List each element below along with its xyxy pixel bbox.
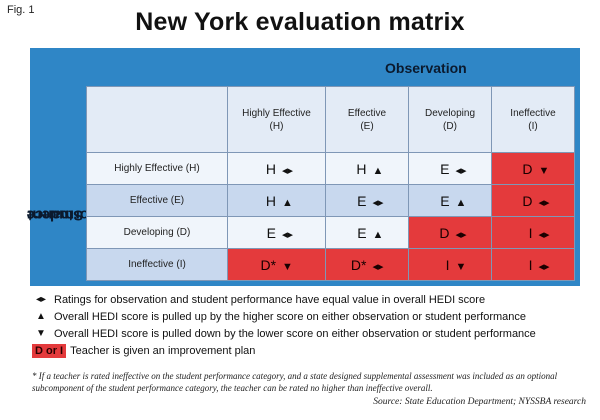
legend-text: Ratings for observation and student perf…	[54, 293, 486, 306]
rating-letter: E	[266, 224, 276, 241]
matrix-cell: H ▲	[227, 184, 326, 217]
matrix-cell: E ◂▸	[408, 152, 492, 185]
column-header-ineffective: Ineffective (I)	[491, 86, 575, 153]
source-credit: Source: State Education Department; NYSS…	[373, 397, 586, 407]
equal-arrows-icon: ◂▸	[281, 164, 294, 177]
up-arrow-icon: ▲	[372, 164, 384, 177]
up-arrow-icon: ▲	[372, 228, 384, 241]
equal-arrows-icon: ◂▸	[35, 293, 47, 305]
legend-item-up: ▲ Overall HEDI score is pulled up by the…	[32, 308, 536, 325]
row-header: Ineffective (I)	[86, 248, 228, 281]
rating-letter: D*	[350, 256, 367, 273]
rating-letter: E	[440, 192, 450, 209]
matrix-cell: E ◂▸	[227, 216, 326, 249]
matrix-cell: E ▲	[408, 184, 492, 217]
rating-letter: D	[522, 160, 533, 177]
legend-text: Teacher is given an improvement plan	[70, 344, 256, 357]
matrix-cell: H ▲	[325, 152, 409, 185]
table-row: Effective (E) H ▲ E ◂▸ E ▲ D ◂▸	[86, 184, 575, 217]
equal-arrows-icon: ◂▸	[538, 260, 550, 273]
column-header-highly-effective: Highly Effective (H)	[227, 86, 326, 153]
down-arrow-icon: ▼	[282, 260, 293, 273]
up-arrow-icon: ▲	[282, 196, 293, 209]
matrix-cell-improvement-plan: D ◂▸	[491, 184, 575, 217]
equal-arrows-icon: ◂▸	[372, 196, 384, 209]
equal-arrows-icon: ◂▸	[538, 196, 550, 209]
student-performance-axis-label: Student Performance	[27, 160, 119, 270]
matrix-cell: E ◂▸	[325, 184, 409, 217]
column-header-line1: Ineffective	[510, 107, 556, 119]
rating-letter: D*	[260, 256, 277, 273]
column-header-line2: (H)	[269, 120, 284, 132]
equal-arrows-icon: ◂▸	[455, 228, 467, 241]
matrix-cell: E ▲	[325, 216, 409, 249]
equal-arrows-icon: ◂▸	[455, 164, 467, 177]
rating-letter: E	[357, 224, 367, 241]
column-header-line1: Highly Effective	[242, 107, 311, 119]
rating-letter: E	[357, 192, 367, 209]
corner-cell	[86, 86, 228, 153]
matrix-cell: H ◂▸	[227, 152, 326, 185]
rating-letter: D	[439, 224, 450, 241]
matrix-cell-improvement-plan: I ◂▸	[491, 216, 575, 249]
down-arrow-icon: ▼	[36, 327, 46, 339]
matrix-cell-improvement-plan: I ◂▸	[491, 248, 575, 281]
table-row: Highly Effective (H) H ◂▸ H ▲ E ◂▸ D ▼	[86, 152, 575, 185]
rating-letter: I	[445, 256, 450, 273]
rating-letter: H	[356, 160, 367, 177]
rating-letter: E	[440, 160, 450, 177]
matrix-cell-improvement-plan: D* ◂▸	[325, 248, 409, 281]
observation-axis-label: Observation	[385, 60, 467, 76]
table-row: Ineffective (I) D* ▼ D* ◂▸ I ▼ I ◂▸	[86, 248, 575, 281]
down-arrow-icon: ▼	[538, 164, 550, 177]
down-arrow-icon: ▼	[455, 260, 467, 273]
evaluation-matrix-table: Highly Effective (H) Effective (E) Devel…	[86, 86, 575, 281]
rating-letter: H	[265, 160, 276, 177]
table-row: Developing (D) E ◂▸ E ▲ D ◂▸ I ◂▸	[86, 216, 575, 249]
rating-letter: D	[522, 192, 533, 209]
matrix-cell-improvement-plan: I ▼	[408, 248, 492, 281]
up-arrow-icon: ▲	[455, 196, 467, 209]
row-header: Effective (E)	[86, 184, 228, 217]
footnote: * If a teacher is rated ineffective on t…	[32, 371, 558, 393]
figure-label: Fig. 1	[7, 4, 35, 16]
up-arrow-icon: ▲	[36, 310, 46, 322]
legend-item-down: ▼ Overall HEDI score is pulled down by t…	[32, 325, 536, 342]
legend-item-equal: ◂▸ Ratings for observation and student p…	[32, 291, 536, 308]
page-title: New York evaluation matrix	[135, 8, 465, 36]
column-header-developing: Developing (D)	[408, 86, 492, 153]
matrix-cell-improvement-plan: D ◂▸	[408, 216, 492, 249]
column-header-effective: Effective (E)	[325, 86, 409, 153]
column-header-line1: Developing	[424, 107, 476, 119]
row-header: Highly Effective (H)	[86, 152, 228, 185]
column-header-line2: (I)	[528, 120, 538, 132]
legend-text: Overall HEDI score is pulled up by the h…	[54, 310, 527, 323]
legend-text: Overall HEDI score is pulled down by the…	[54, 327, 536, 340]
row-header: Developing (D)	[86, 216, 228, 249]
column-header-line2: (D)	[443, 120, 457, 132]
equal-arrows-icon: ◂▸	[281, 228, 294, 241]
rating-letter: H	[265, 192, 277, 209]
matrix-cell-improvement-plan: D ▼	[491, 152, 575, 185]
legend: ◂▸ Ratings for observation and student p…	[32, 291, 536, 359]
equal-arrows-icon: ◂▸	[372, 260, 384, 273]
improvement-plan-swatch: D or I	[32, 343, 67, 358]
rating-letter: I	[528, 256, 533, 273]
rating-letter: I	[528, 224, 533, 241]
column-header-line2: (E)	[360, 120, 374, 132]
column-header-line1: Effective	[347, 107, 387, 119]
matrix-cell-improvement-plan: D* ▼	[227, 248, 326, 281]
legend-item-plan: D or I Teacher is given an improvement p…	[32, 342, 536, 359]
equal-arrows-icon: ◂▸	[538, 228, 550, 241]
